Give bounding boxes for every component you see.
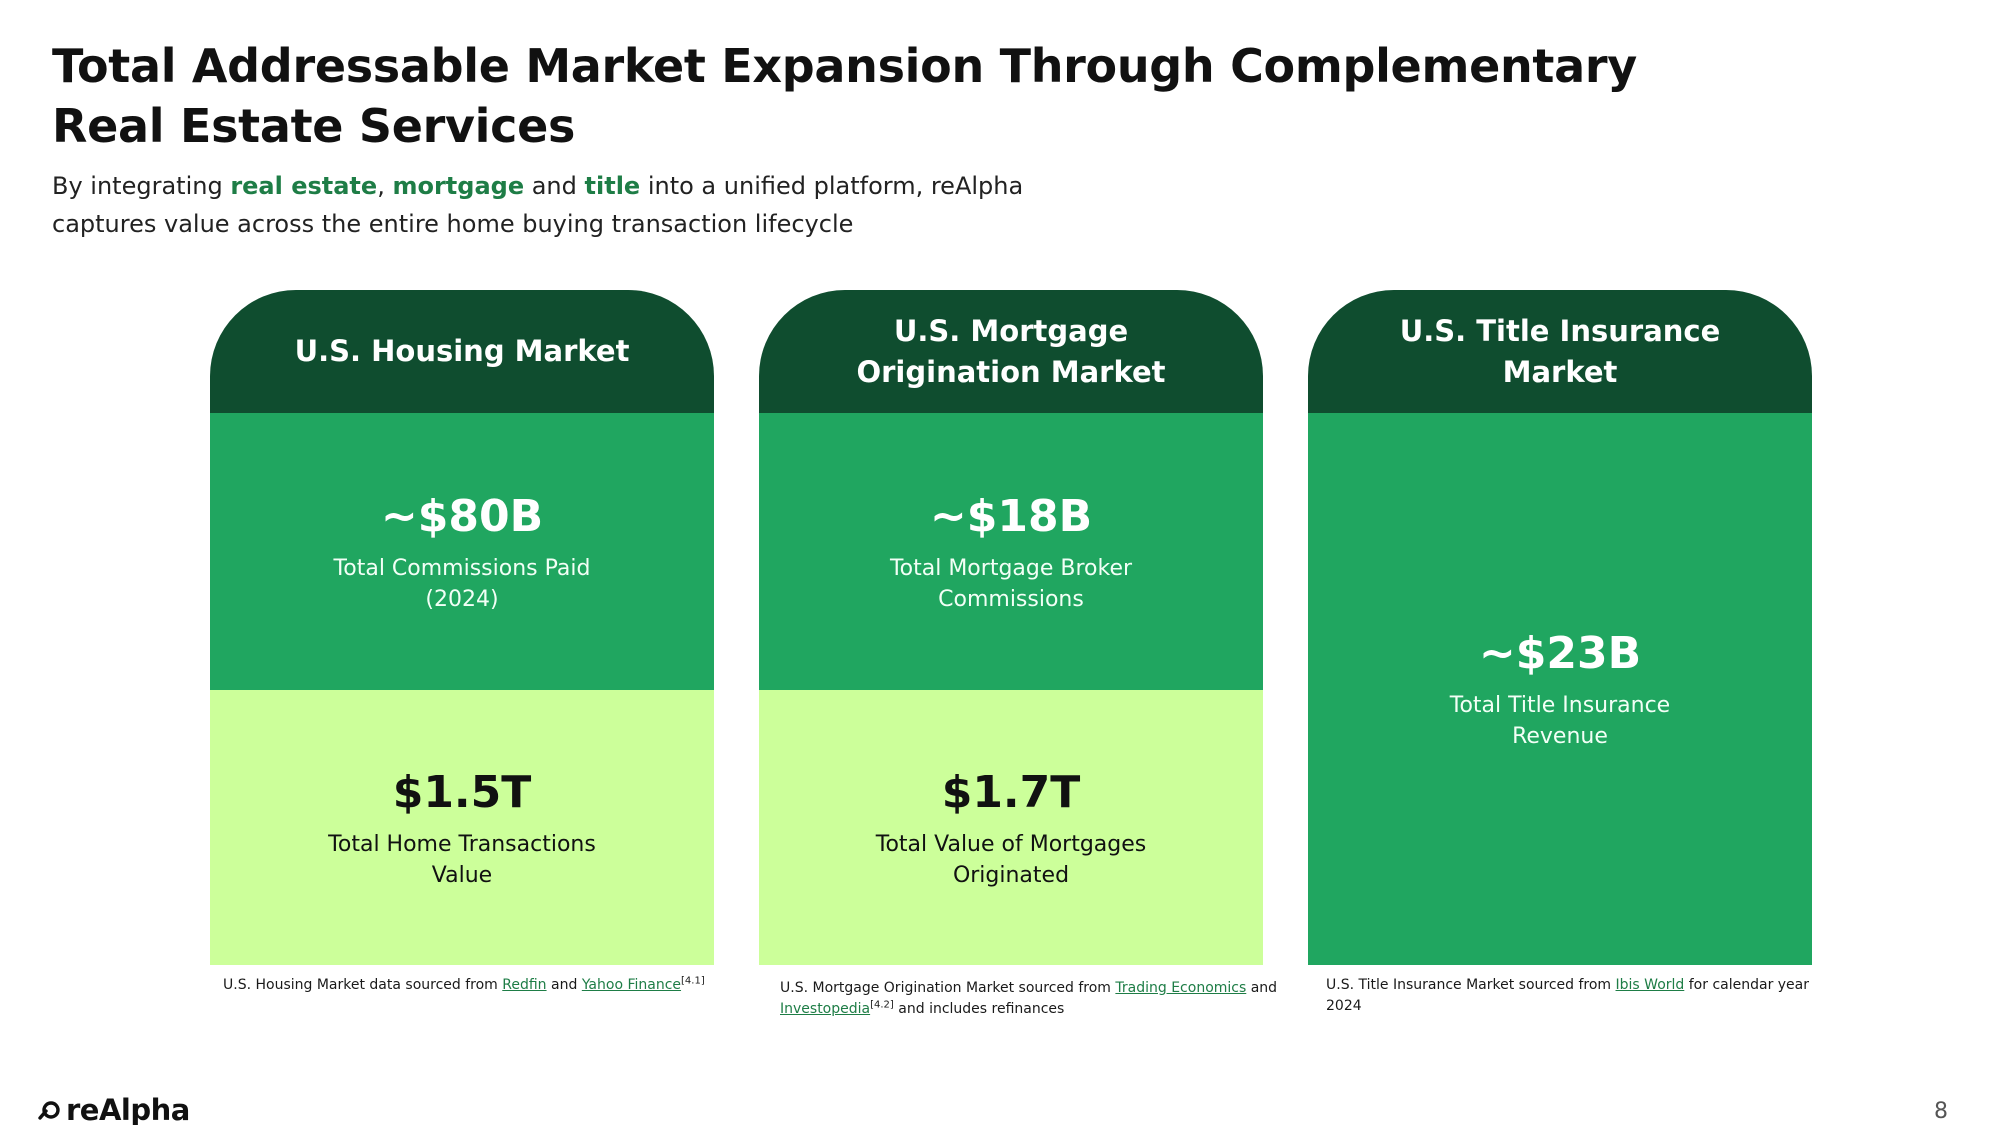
subtitle-text: into a unified platform, reAlpha capture… [52, 172, 1024, 238]
housing-commissions-value: ~$80B [380, 490, 544, 542]
title-insurance-value: ~$23B [1478, 628, 1642, 679]
housing-source-note: U.S. Housing Market data sourced from Re… [223, 975, 723, 996]
mortgage-market-header: U.S. Mortgage Origination Market [759, 290, 1263, 413]
title-insurance-card: U.S. Title Insurance Market ~$23B Total … [1308, 290, 1812, 965]
footnote-ref: [4.1] [681, 975, 705, 987]
subtitle-highlight-real-estate: real estate [230, 172, 378, 200]
mortgage-originated-label: Total Value of Mortgages Originated [875, 831, 1147, 888]
slide-subtitle: By integrating real estate, mortgage and… [52, 167, 1112, 243]
mortgage-commissions-label: Total Mortgage Broker Commissions [889, 555, 1133, 612]
trading-economics-link[interactable]: Trading Economics [1115, 980, 1247, 996]
realpha-logo: reAlpha [38, 1093, 190, 1125]
investopedia-link[interactable]: Investopedia [780, 1001, 871, 1017]
mortgage-originated-value: $1.7T [941, 766, 1081, 818]
mortgage-market-card: U.S. Mortgage Origination Market ~$18B T… [759, 290, 1263, 965]
realpha-logo-icon [38, 1101, 60, 1120]
page-number: 8 [1934, 1099, 1948, 1124]
title-insurance-label: Total Title Insurance Revenue [1449, 693, 1671, 749]
mortgage-source-note: U.S. Mortgage Origination Market sourced… [780, 978, 1280, 1020]
title-insurance-header: U.S. Title Insurance Market [1308, 290, 1812, 413]
housing-market-card: U.S. Housing Market ~$80B Total Commissi… [210, 290, 714, 965]
source-text: and [1246, 980, 1278, 996]
subtitle-text: and [524, 172, 585, 200]
subtitle-highlight-title: title [584, 172, 641, 200]
source-text: and includes refinances [893, 1001, 1065, 1017]
source-text: for calendar year 2024 [1326, 977, 1810, 1014]
source-text: and [546, 977, 582, 993]
source-text: U.S. Housing Market data sourced from [223, 977, 503, 993]
housing-transactions-segment: $1.5T Total Home Transactions Value [210, 690, 714, 965]
title-source-note: U.S. Title Insurance Market sourced from… [1326, 975, 1826, 1017]
mortgage-originated-segment: $1.7T Total Value of Mortgages Originate… [759, 690, 1263, 965]
housing-commissions-label: Total Commissions Paid (2024) [333, 555, 591, 612]
subtitle-highlight-mortgage: mortgage [392, 172, 525, 200]
realpha-logo-text: reAlpha [66, 1093, 190, 1125]
source-text: U.S. Title Insurance Market sourced from [1326, 977, 1616, 993]
subtitle-text: , [377, 172, 393, 200]
housing-market-header: U.S. Housing Market [210, 290, 714, 413]
mortgage-commissions-value: ~$18B [929, 490, 1093, 542]
mortgage-commissions-segment: ~$18B Total Mortgage Broker Commissions [759, 413, 1263, 690]
housing-transactions-label: Total Home Transactions Value [328, 831, 596, 888]
subtitle-text: By integrating [52, 172, 231, 200]
housing-commissions-segment: ~$80B Total Commissions Paid (2024) [210, 413, 714, 690]
slide-title: Total Addressable Market Expansion Throu… [52, 39, 1637, 153]
title-insurance-segment: ~$23B Total Title Insurance Revenue [1308, 413, 1812, 965]
housing-transactions-value: $1.5T [392, 766, 532, 818]
footnote-ref: [4.2] [870, 999, 894, 1011]
source-text: U.S. Mortgage Origination Market sourced… [780, 980, 1116, 996]
redfin-link[interactable]: Redfin [502, 977, 547, 993]
yahoo-finance-link[interactable]: Yahoo Finance [581, 977, 682, 993]
ibis-world-link[interactable]: Ibis World [1615, 977, 1685, 993]
